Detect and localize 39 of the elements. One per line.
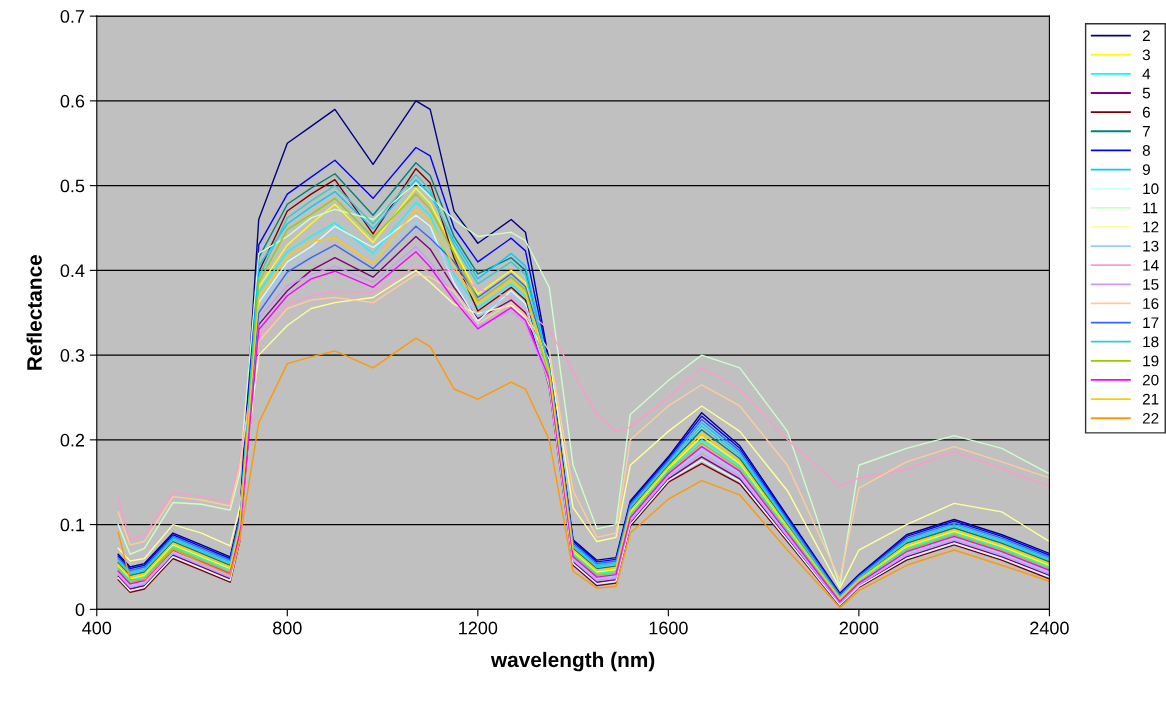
- line-series: [117, 337, 1050, 609]
- legend-label: 2: [1142, 30, 1150, 41]
- y-tick-label: 0.3: [60, 349, 85, 362]
- legend-label: 17: [1143, 317, 1159, 328]
- legend-label: 6: [1142, 106, 1150, 118]
- legend-label: 15: [1143, 279, 1159, 290]
- legend-label: 11: [1143, 202, 1158, 214]
- legend-label: 9: [1142, 164, 1150, 176]
- legend-label: 3: [1142, 49, 1150, 61]
- line-series: [117, 265, 1050, 541]
- legend-label: 5: [1142, 87, 1150, 99]
- y-tick-label: 0.2: [60, 433, 85, 447]
- legend-label: 19: [1143, 355, 1159, 367]
- y-axis-title: Reflectance: [26, 254, 42, 370]
- x-tick-label: 1600: [649, 621, 688, 635]
- legend-label: 4: [1142, 68, 1151, 80]
- legend-label: 7: [1142, 126, 1150, 137]
- x-tick-label: 1200: [459, 621, 498, 635]
- x-tick-label: 800: [273, 621, 302, 635]
- y-tick-label: 0.1: [60, 518, 85, 532]
- y-tick-label: 0.5: [60, 179, 85, 193]
- y-tick-label: 0.4: [60, 264, 85, 278]
- legend-label: 21: [1142, 393, 1159, 405]
- x-tick-label: 400: [82, 621, 112, 635]
- legend-label: 14: [1143, 260, 1159, 271]
- legend-label: 8: [1142, 145, 1150, 156]
- legend-label: 13: [1143, 240, 1159, 252]
- legend-label: 12: [1143, 221, 1159, 233]
- legend-label: 18: [1143, 336, 1159, 348]
- y-tick-label: 0.6: [60, 94, 85, 108]
- y-tick-label: 0: [75, 603, 85, 617]
- legend-label: 20: [1142, 374, 1159, 386]
- legend-label: 22: [1142, 412, 1159, 424]
- legend-label: 16: [1143, 298, 1159, 309]
- x-axis-title: wavelength (nm): [490, 651, 655, 672]
- x-tick-label: 2400: [1030, 621, 1069, 635]
- y-tick-label: 0.7: [60, 10, 85, 23]
- x-tick-label: 2000: [839, 621, 879, 635]
- legend-label: 10: [1143, 183, 1159, 195]
